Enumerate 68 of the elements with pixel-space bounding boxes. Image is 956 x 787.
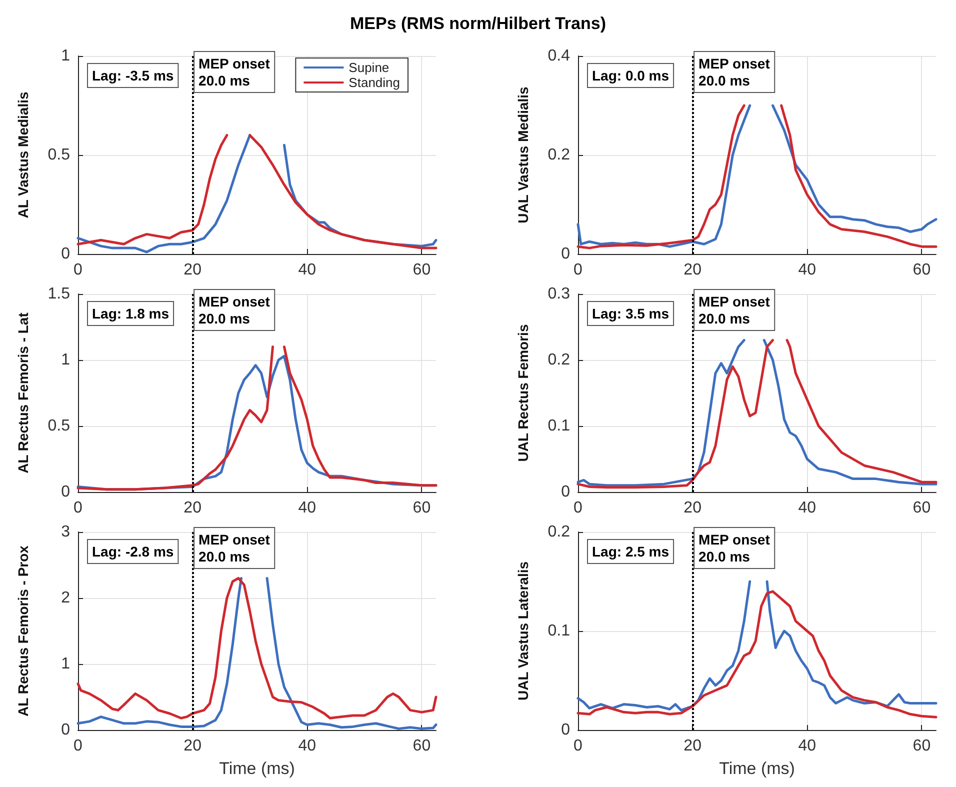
- y-tick-label: 0: [561, 722, 570, 738]
- text: MEPs (RMS norm/Hilbert Trans): [349, 14, 607, 34]
- x-tick-label: 40: [798, 738, 816, 754]
- y-tick-label: 0.4: [548, 48, 570, 64]
- y-tick-label: 0: [61, 722, 70, 738]
- annotation: Lag: 3.5 ms: [592, 306, 670, 322]
- y-tick-label: 0.5: [48, 418, 70, 434]
- annotation: Lag: -2.8 ms: [92, 544, 174, 560]
- y-axis-title: UAL Vastus Medialis: [515, 86, 531, 224]
- ref-line-label: MEP onset 20.0 ms: [698, 532, 770, 564]
- y-axis-title: AL Vastus Medialis: [15, 92, 31, 218]
- y-tick-label: 0: [61, 484, 70, 500]
- y-tick-label: 0.1: [548, 418, 570, 434]
- y-tick-label: 1: [61, 352, 70, 368]
- y-tick-label: 0: [61, 246, 70, 262]
- y-tick-label: 0.3: [548, 286, 570, 302]
- y-tick-label: 0.2: [548, 524, 570, 540]
- y-tick-label: 0.1: [548, 622, 570, 640]
- y-axis-title: AL Rectus Femoris - Lat: [15, 312, 31, 474]
- x-tick-label: 0: [74, 262, 83, 278]
- legend-label: Standing: [348, 75, 400, 90]
- x-tick-label: 20: [684, 500, 702, 516]
- y-tick-label: 2: [61, 590, 70, 606]
- x-tick-label: 40: [798, 262, 816, 278]
- annotation: Lag: 2.5 ms: [592, 544, 670, 560]
- annotation: Lag: -3.5 ms: [92, 68, 174, 84]
- ref-line-label: MEP onset 20.0 ms: [198, 294, 270, 326]
- y-tick-label: 0.2: [548, 352, 570, 368]
- x-tick-label: 40: [298, 262, 316, 278]
- x-tick-label: 60: [412, 500, 431, 516]
- y-tick-label: 0: [561, 246, 570, 262]
- y-tick-label: 3: [61, 524, 70, 540]
- ref-line-label: MEP onset 20.0 ms: [698, 56, 770, 88]
- annotation: Lag: 1.8 ms: [92, 306, 170, 322]
- x-tick-label: 40: [298, 738, 316, 754]
- x-axis-title: Time (ms): [719, 759, 795, 778]
- x-tick-label: 40: [798, 500, 816, 516]
- y-axis-title: UAL Rectus Femoris: [515, 324, 531, 462]
- y-tick-label: 1: [61, 48, 70, 64]
- y-tick-label: 0.2: [548, 146, 570, 164]
- x-tick-label: 0: [74, 500, 83, 516]
- annotation: Lag: 0.0 ms: [592, 68, 670, 84]
- x-tick-label: 20: [184, 262, 202, 278]
- y-tick-label: 0: [561, 484, 570, 500]
- y-axis-title: UAL Vastus Lateralis: [515, 561, 531, 701]
- x-tick-label: 20: [184, 738, 202, 754]
- y-tick-label: 0.5: [48, 146, 70, 164]
- x-tick-label: 0: [574, 738, 583, 754]
- x-tick-label: 60: [912, 262, 931, 278]
- ref-line-label: MEP onset 20.0 ms: [198, 532, 270, 564]
- x-tick-label: 0: [74, 738, 83, 754]
- x-tick-label: 40: [298, 500, 316, 516]
- x-axis-title: Time (ms): [219, 759, 295, 778]
- x-tick-label: 60: [412, 262, 431, 278]
- legend-label: Supine: [348, 60, 390, 75]
- x-tick-label: 60: [912, 500, 931, 516]
- x-tick-label: 20: [684, 738, 702, 754]
- y-tick-label: 1: [61, 656, 70, 672]
- x-tick-label: 20: [684, 262, 702, 278]
- x-tick-label: 0: [574, 262, 583, 278]
- ref-line-label: MEP onset 20.0 ms: [698, 294, 770, 326]
- x-tick-label: 60: [912, 738, 931, 754]
- x-tick-label: 20: [184, 500, 202, 516]
- y-axis-title: AL Rectus Femoris - Prox: [15, 545, 31, 716]
- y-tick-label: 1.5: [48, 286, 70, 302]
- x-tick-label: 0: [574, 500, 583, 516]
- x-tick-label: 60: [412, 738, 431, 754]
- ref-line-label: MEP onset 20.0 ms: [198, 56, 270, 88]
